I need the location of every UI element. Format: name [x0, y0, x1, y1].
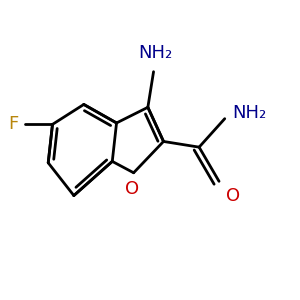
- Text: F: F: [8, 116, 18, 134]
- Text: O: O: [226, 187, 240, 205]
- Text: NH₂: NH₂: [138, 44, 172, 62]
- Text: NH₂: NH₂: [232, 104, 266, 122]
- Text: O: O: [125, 180, 139, 198]
